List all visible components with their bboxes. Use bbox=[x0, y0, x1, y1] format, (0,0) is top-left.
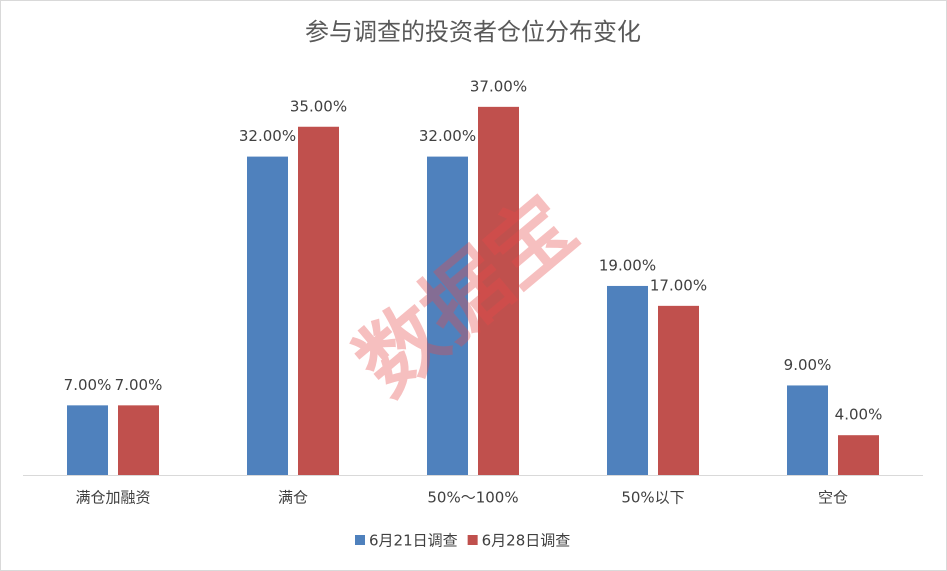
bar bbox=[787, 385, 828, 475]
bar bbox=[478, 106, 519, 475]
value-label: 7.00% bbox=[115, 376, 163, 394]
bar bbox=[427, 156, 468, 475]
bar bbox=[838, 435, 879, 475]
x-tick-label: 满仓加融资 bbox=[75, 489, 150, 507]
chart-title: 参与调查的投资者仓位分布变化 bbox=[305, 18, 641, 46]
x-tick-label: 50%以下 bbox=[621, 489, 684, 507]
bar bbox=[607, 285, 648, 475]
value-label: 9.00% bbox=[784, 356, 832, 374]
legend-swatch bbox=[467, 535, 478, 545]
value-label: 17.00% bbox=[650, 276, 707, 294]
value-label: 32.00% bbox=[419, 127, 476, 145]
value-label: 19.00% bbox=[599, 256, 656, 274]
x-tick-label: 满仓 bbox=[278, 489, 308, 507]
bar bbox=[118, 405, 159, 475]
value-label: 35.00% bbox=[290, 97, 347, 115]
x-tick-label: 50%～100% bbox=[427, 489, 518, 507]
legend-label: 6月28日调查 bbox=[482, 532, 571, 550]
bar bbox=[247, 156, 288, 475]
legend-swatch bbox=[355, 535, 365, 545]
bar bbox=[298, 126, 339, 475]
x-tick-label: 空仓 bbox=[818, 489, 848, 507]
legend-label: 6月21日调查 bbox=[369, 532, 458, 550]
value-label: 37.00% bbox=[470, 77, 527, 95]
value-label: 7.00% bbox=[64, 376, 112, 394]
value-label: 4.00% bbox=[835, 406, 883, 424]
bar bbox=[658, 305, 699, 475]
bar bbox=[67, 405, 108, 475]
value-label: 32.00% bbox=[239, 127, 296, 145]
